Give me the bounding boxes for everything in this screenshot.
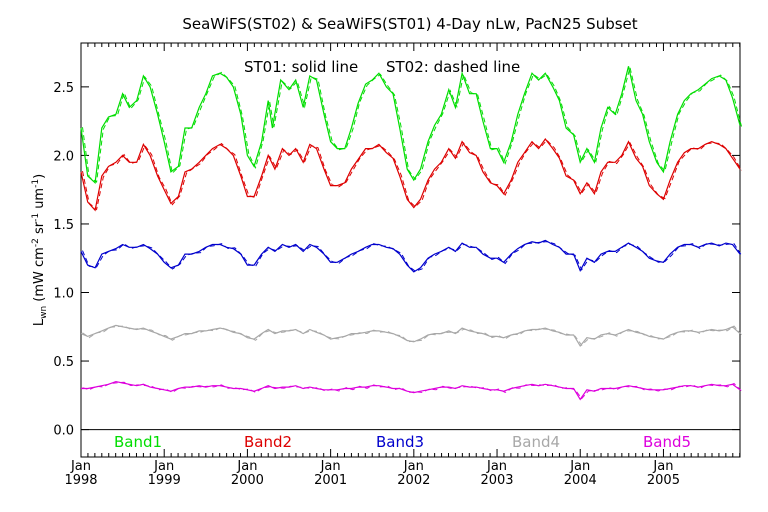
x-tick-month: Jan [486, 459, 507, 474]
legend-band3: Band3 [376, 433, 424, 451]
series-line-band3-st02 [82, 241, 742, 272]
plot-frame [80, 42, 741, 458]
x-tick-month: Jan [652, 459, 673, 474]
series-line-band5-st02 [82, 381, 742, 400]
series-layer [80, 66, 742, 401]
x-tick-year: 2005 [647, 473, 680, 488]
series-line-band2-st02 [82, 139, 742, 211]
chart-title: SeaWiFS(ST02) & SeaWiFS(ST01) 4-Day nLw,… [182, 15, 637, 33]
y-axis-label: Lwn (mW cm-2 sr-1 um-1) [31, 174, 49, 326]
y-tick-label: 1.0 [53, 286, 74, 301]
y-axis: 0.0 0.5 1.0 1.5 2.0 2.5 [53, 81, 740, 439]
band-labels: Band1 Band2 Band3 Band4 Band5 [114, 433, 691, 451]
x-tick-month: Jan [70, 459, 91, 474]
x-tick-month: Jan [569, 459, 590, 474]
series-line-band1-st02 [82, 67, 742, 183]
y-tick-label: 0.0 [53, 424, 74, 439]
legend-band1: Band1 [114, 433, 162, 451]
legend-band5: Band5 [643, 433, 691, 451]
x-tick-month: Jan [236, 459, 257, 474]
y-tick-label: 2.5 [53, 81, 74, 96]
annotation-st01: ST01: solid line [244, 58, 358, 76]
legend-band2: Band2 [244, 433, 292, 451]
x-tick-year: 1998 [64, 473, 97, 488]
x-axis: Jan1998Jan1999Jan2000Jan2001Jan2002Jan20… [64, 43, 741, 488]
x-tick-year: 1999 [148, 473, 181, 488]
x-tick-year: 2003 [480, 473, 513, 488]
x-tick-month: Jan [153, 459, 174, 474]
x-tick-year: 2004 [564, 473, 597, 488]
y-tick-label: 2.0 [53, 149, 74, 164]
x-tick-year: 2001 [314, 473, 347, 488]
series-line-band4-st02 [82, 325, 742, 346]
x-tick-month: Jan [320, 459, 341, 474]
legend-band4: Band4 [512, 433, 560, 451]
series-line-band5-st01 [81, 380, 741, 401]
x-tick-year: 2000 [231, 473, 264, 488]
x-tick-month: Jan [403, 459, 424, 474]
y-tick-label: 1.5 [53, 218, 74, 233]
y-tick-label: 0.5 [53, 355, 74, 370]
series-line-band3-st01 [80, 239, 741, 273]
annotation-st02: ST02: dashed line [386, 58, 520, 76]
x-tick-year: 2002 [397, 473, 430, 488]
